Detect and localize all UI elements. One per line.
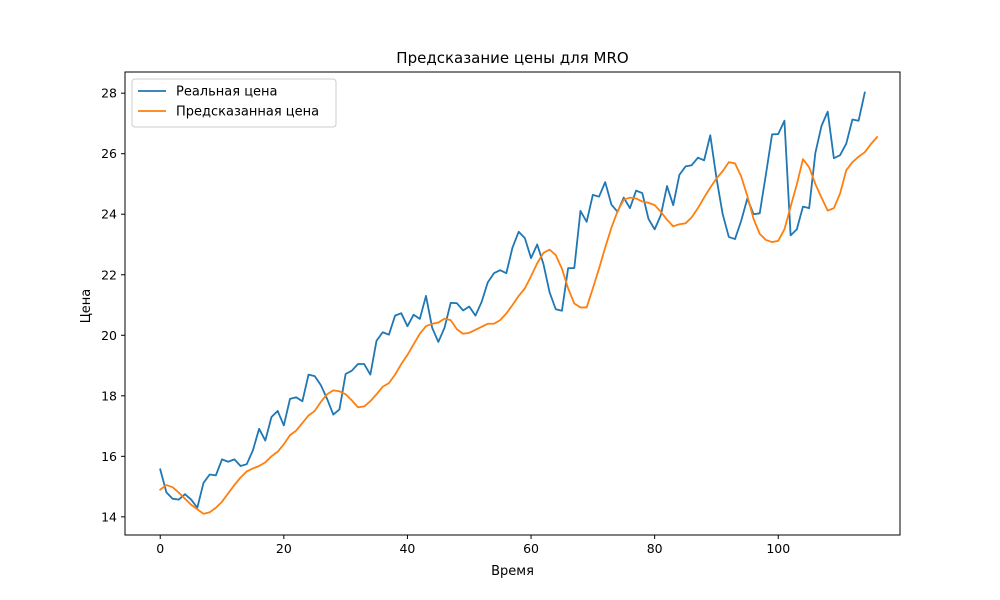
series-line-2 bbox=[158, 135, 879, 515]
y-tick-label: 16 bbox=[101, 449, 117, 464]
legend-label-2: Предсказанная цена bbox=[176, 105, 319, 120]
y-tick-label: 26 bbox=[101, 146, 117, 161]
y-tick-label: 28 bbox=[101, 86, 117, 101]
legend-label-1: Реальная цена bbox=[176, 85, 278, 100]
x-axis-label: Время bbox=[491, 564, 534, 579]
chart-title: Предсказание цены для MRO bbox=[396, 49, 628, 67]
x-tick-label: 20 bbox=[276, 541, 292, 556]
x-tick-label: 80 bbox=[647, 541, 663, 556]
legend: Реальная цена Предсказанная цена bbox=[131, 78, 337, 128]
x-tick-label: 100 bbox=[766, 541, 790, 556]
x-tick-label: 60 bbox=[523, 541, 539, 556]
axes-frame bbox=[124, 71, 901, 536]
y-tick-label: 14 bbox=[101, 509, 117, 524]
x-tick-label: 40 bbox=[399, 541, 415, 556]
y-tick-label: 20 bbox=[101, 328, 117, 343]
x-tick-label: 0 bbox=[156, 541, 164, 556]
y-axis-label: Цена bbox=[79, 289, 94, 324]
y-tick-label: 18 bbox=[101, 388, 117, 403]
legend-box bbox=[131, 78, 337, 128]
plot-area: 0 20 40 60 80 100 14 16 18 20 22 24 26 28 bbox=[101, 71, 901, 556]
y-tick-label: 22 bbox=[101, 267, 117, 282]
y-tick-label: 24 bbox=[101, 207, 117, 222]
